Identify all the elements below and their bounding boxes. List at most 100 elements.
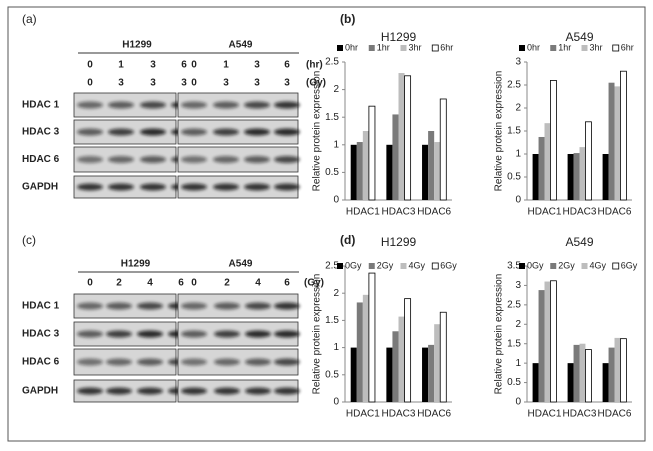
group-label: H1299 bbox=[121, 259, 151, 270]
y-tick-label: 1.5 bbox=[325, 315, 339, 326]
x-tick-label: HDAC6 bbox=[598, 207, 632, 218]
legend-swatch bbox=[519, 45, 525, 51]
protein-label: HDAC 3 bbox=[22, 329, 60, 340]
legend-swatch bbox=[581, 45, 588, 51]
y-tick-label: 1.5 bbox=[325, 112, 339, 123]
protein-label: HDAC 1 bbox=[22, 100, 60, 111]
panel-label: (d) bbox=[340, 233, 355, 247]
bar bbox=[356, 142, 363, 200]
blot-band bbox=[213, 156, 239, 163]
blot-band bbox=[106, 302, 132, 310]
bar bbox=[608, 82, 615, 200]
bar bbox=[550, 80, 557, 201]
bar bbox=[392, 331, 399, 402]
y-tick-label: 2.5 bbox=[325, 261, 339, 272]
lane-label: 0 bbox=[87, 278, 93, 289]
lane-label: 4 bbox=[255, 278, 261, 289]
protein-label: HDAC 6 bbox=[22, 357, 60, 368]
bar bbox=[585, 121, 592, 201]
lane-label: 1 bbox=[223, 60, 229, 71]
chart-title: A549 bbox=[565, 30, 593, 44]
lane-label: 3 bbox=[118, 78, 124, 89]
lane-label: 0 bbox=[87, 60, 93, 71]
blot-band bbox=[274, 358, 300, 366]
blot-band bbox=[181, 101, 207, 109]
chart-title: H1299 bbox=[381, 235, 417, 249]
bar bbox=[608, 347, 615, 402]
legend-label: 1hr bbox=[377, 42, 390, 52]
y-tick-label: 2 bbox=[333, 288, 339, 299]
legend-label: 6Gy bbox=[440, 260, 457, 270]
blot-band bbox=[108, 101, 134, 109]
protein-label: HDAC 1 bbox=[22, 301, 60, 312]
bar bbox=[398, 316, 405, 402]
blot-band bbox=[214, 358, 240, 366]
bar bbox=[368, 105, 376, 201]
figure-frame bbox=[7, 6, 646, 442]
y-tick-label: 1.5 bbox=[507, 338, 521, 349]
bar bbox=[398, 73, 405, 200]
y-tick-label: 1.5 bbox=[507, 126, 521, 137]
bar bbox=[422, 347, 429, 402]
blot-band bbox=[214, 302, 240, 310]
bar bbox=[550, 280, 557, 403]
bar bbox=[434, 142, 441, 200]
bar bbox=[404, 298, 412, 403]
blot-band bbox=[181, 330, 207, 338]
bar bbox=[579, 343, 586, 402]
blot-band bbox=[244, 156, 270, 163]
bar bbox=[386, 144, 393, 200]
blot-band bbox=[245, 358, 271, 366]
y-axis-label: Relative protein expression bbox=[312, 71, 323, 192]
group-label: A549 bbox=[229, 40, 253, 51]
legend-label: 0hr bbox=[345, 42, 358, 52]
y-tick-label: 1 bbox=[333, 342, 339, 353]
x-tick-label: HDAC3 bbox=[563, 409, 597, 420]
legend-swatch bbox=[337, 263, 343, 269]
blot-band bbox=[245, 387, 271, 395]
lane-label: 3 bbox=[150, 60, 156, 71]
y-tick-label: 0.5 bbox=[507, 172, 521, 183]
lane-label: 3 bbox=[254, 60, 260, 71]
bar bbox=[614, 86, 621, 200]
legend-swatch bbox=[550, 263, 557, 269]
bar bbox=[439, 311, 447, 403]
legend-swatch bbox=[368, 45, 375, 51]
bar bbox=[620, 70, 627, 201]
legend-swatch bbox=[400, 263, 407, 269]
blot-band bbox=[140, 156, 166, 163]
legend-label: 3hr bbox=[409, 42, 422, 52]
y-tick-label: 2.5 bbox=[507, 299, 521, 310]
blot-band bbox=[108, 156, 134, 163]
blot-band bbox=[108, 128, 134, 136]
bar bbox=[362, 294, 369, 402]
blot-band bbox=[77, 156, 103, 163]
blot-band bbox=[181, 183, 207, 191]
x-tick-label: HDAC1 bbox=[346, 409, 380, 420]
bar bbox=[602, 154, 609, 200]
blot-band bbox=[181, 358, 207, 366]
blot-band bbox=[213, 183, 239, 191]
lane-label: 0 bbox=[191, 60, 197, 71]
legend-swatch bbox=[581, 263, 588, 269]
blot-band bbox=[77, 358, 103, 366]
bar bbox=[350, 347, 357, 402]
lane-label: 2 bbox=[224, 278, 230, 289]
blot-band bbox=[274, 330, 300, 338]
protein-label: HDAC 6 bbox=[22, 154, 60, 165]
blot-band bbox=[244, 183, 270, 191]
y-tick-label: 3.5 bbox=[507, 261, 521, 272]
legend-label: 6hr bbox=[621, 42, 634, 52]
x-tick-label: HDAC1 bbox=[528, 207, 562, 218]
bar bbox=[428, 344, 435, 402]
blot-band bbox=[77, 302, 103, 310]
legend-label: 0Gy bbox=[345, 260, 362, 270]
bar bbox=[434, 324, 441, 402]
legend-label: 3hr bbox=[590, 42, 603, 52]
blot-band bbox=[214, 330, 240, 338]
blot-band bbox=[77, 330, 103, 338]
bar bbox=[614, 337, 621, 402]
x-tick-label: HDAC1 bbox=[346, 207, 380, 218]
unit-label: (Gy) bbox=[304, 278, 324, 289]
